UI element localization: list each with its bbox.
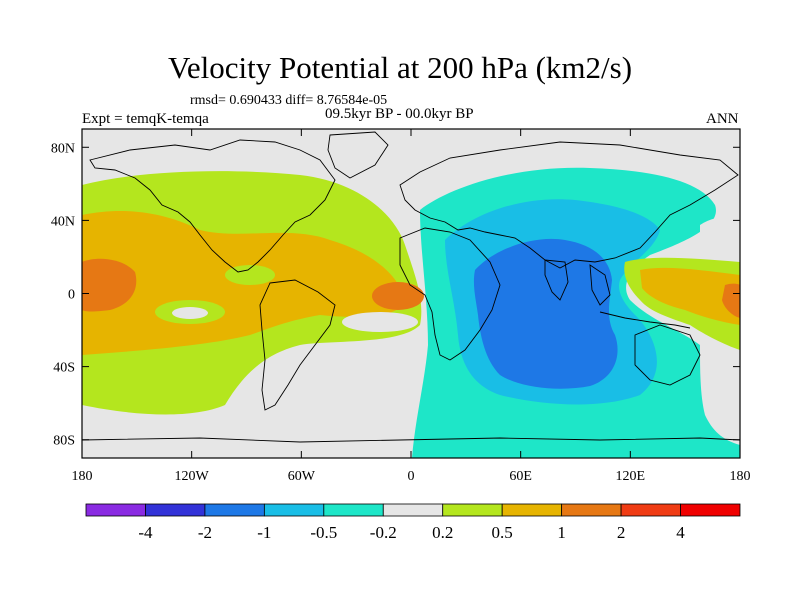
- colorbar-swatch: [85, 503, 146, 517]
- north-america-coast: [89, 139, 336, 273]
- axis-ticks: 180 120W 60W 0 60E 120E 180 80N 40N 0 40S 80S: [51, 129, 751, 484]
- colorbar-label: -4: [138, 523, 153, 542]
- period-label: 09.5kyr BP - 00.0kyr BP: [325, 106, 474, 122]
- figure-title: Velocity Potential at 200 hPa (km2/s): [167, 50, 633, 85]
- colorbar-label: 2: [617, 523, 626, 542]
- y-tick-label: 80N: [51, 141, 75, 156]
- colorbar-swatch: [382, 503, 444, 517]
- y-tick-label: 80S: [53, 434, 75, 449]
- neutral-island-atlantic: [342, 312, 418, 332]
- stats-line: rmsd= 0.690433 diff= 8.76584e-05: [190, 93, 388, 108]
- positive-band-1-pacific: [82, 258, 137, 312]
- maritime-continent-coast: [599, 311, 691, 329]
- contour-field: [82, 129, 740, 458]
- india-coast: [544, 259, 569, 301]
- x-tick-label: 0: [408, 469, 415, 484]
- neutral-island-pacific: [172, 307, 208, 319]
- coastlines: [82, 131, 740, 443]
- x-tick-label: 180: [730, 469, 751, 484]
- positive-band-0.5-wpac: [640, 267, 740, 325]
- colorbar-swatch: [680, 503, 741, 517]
- x-tick-label: 120W: [175, 469, 210, 484]
- positive-band-1-dateline: [722, 283, 740, 318]
- colorbar-swatch: [145, 503, 206, 517]
- low-island-central: [225, 265, 275, 285]
- x-tick-label: 180: [72, 469, 93, 484]
- y-tick-label: 0: [68, 288, 75, 303]
- colorbar-swatch: [204, 503, 265, 517]
- x-tick-label: 60E: [509, 469, 532, 484]
- experiment-label: Expt = temqK-temqa: [82, 111, 209, 127]
- southeast-asia-coast: [589, 264, 611, 306]
- neutral-patch-nw-pacific: [700, 216, 740, 258]
- europe-asia-coast: [399, 141, 739, 269]
- season-label: ANN: [706, 111, 739, 127]
- australia-coast: [634, 324, 701, 386]
- colorbar-label: -0.2: [370, 523, 397, 542]
- colorbar: -4 -2 -1 -0.5 -0.2 0.2 0.5 1 2 4: [85, 503, 741, 542]
- colorbar-label: 0.2: [432, 523, 453, 542]
- south-america-coast: [259, 279, 336, 411]
- y-tick-label: 40N: [51, 214, 75, 229]
- colorbar-swatch: [561, 503, 622, 517]
- x-tick-label: 120E: [616, 469, 646, 484]
- colorbar-swatch: [263, 503, 325, 517]
- colorbar-swatch: [323, 503, 384, 517]
- colorbar-swatch: [442, 503, 503, 517]
- colorbar-label: 4: [676, 523, 685, 542]
- greenland-coast: [327, 131, 389, 179]
- colorbar-label: -0.5: [310, 523, 337, 542]
- positive-band-1-atlantic: [372, 282, 424, 310]
- colorbar-label: 1: [557, 523, 566, 542]
- x-tick-label: 60W: [288, 469, 316, 484]
- colorbar-label: -1: [257, 523, 271, 542]
- africa-coast: [399, 227, 501, 361]
- colorbar-label: -2: [198, 523, 212, 542]
- negative-band-1: [473, 238, 618, 389]
- colorbar-label: 0.5: [492, 523, 513, 542]
- y-tick-label: 40S: [53, 361, 75, 376]
- antarctica-coast: [82, 437, 740, 443]
- colorbar-swatch: [501, 503, 563, 517]
- colorbar-swatch: [620, 503, 681, 517]
